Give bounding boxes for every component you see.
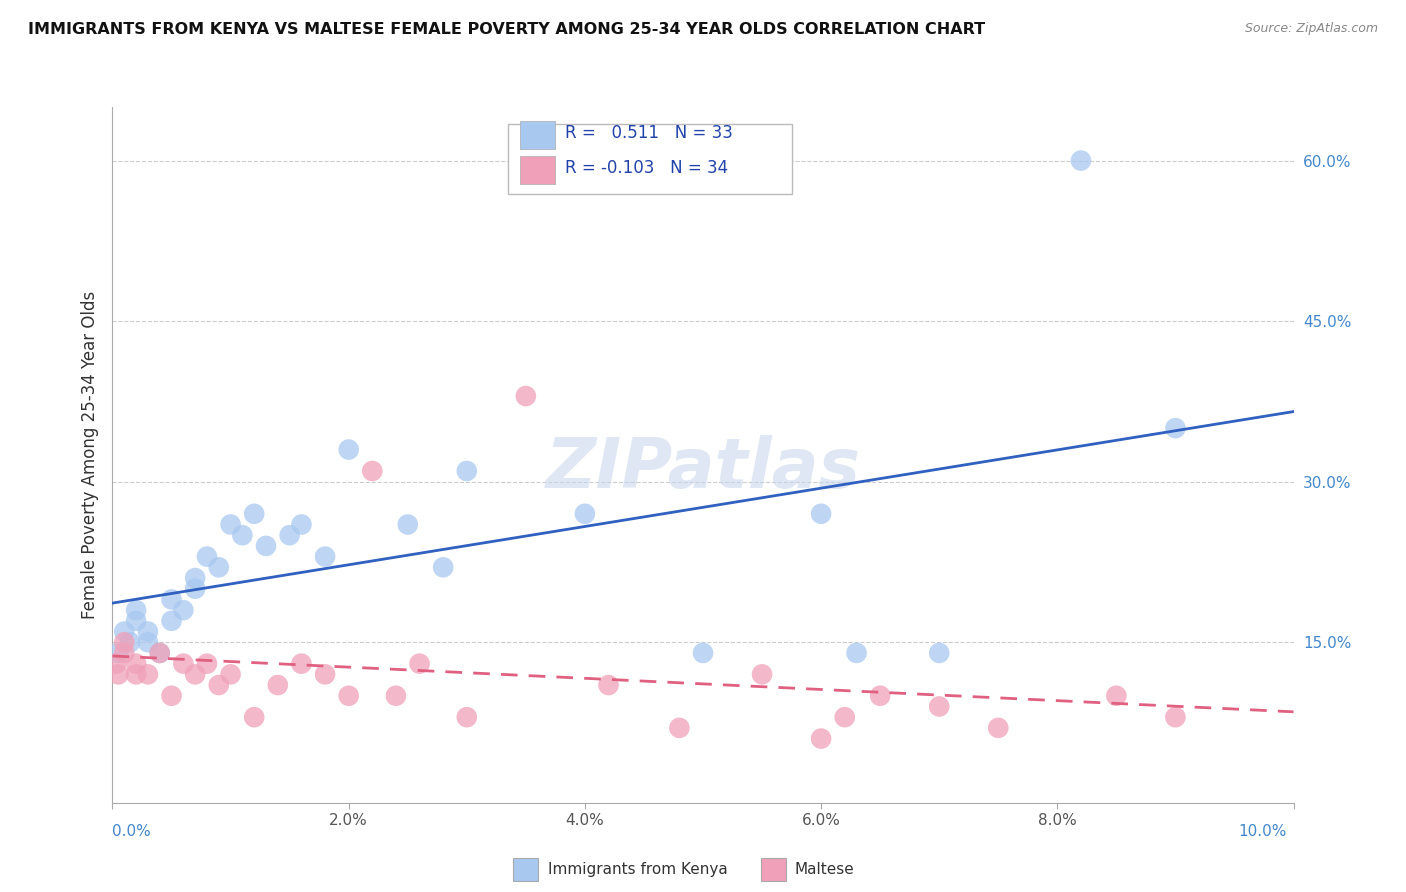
- Point: [668, 721, 690, 735]
- Point: [928, 646, 950, 660]
- Point: [361, 464, 384, 478]
- Point: [172, 657, 194, 671]
- Point: [219, 517, 242, 532]
- Point: [160, 689, 183, 703]
- Point: [515, 389, 537, 403]
- Text: Source: ZipAtlas.com: Source: ZipAtlas.com: [1244, 22, 1378, 36]
- FancyBboxPatch shape: [520, 156, 555, 184]
- Text: 10.0%: 10.0%: [1239, 824, 1286, 838]
- Point: [160, 614, 183, 628]
- Text: Immigrants from Kenya: Immigrants from Kenya: [548, 863, 728, 877]
- Text: R =   0.511   N = 33: R = 0.511 N = 33: [565, 125, 733, 143]
- Text: ZIPatlas: ZIPatlas: [546, 435, 860, 502]
- Text: Maltese: Maltese: [794, 863, 853, 877]
- Point: [1164, 710, 1187, 724]
- Point: [751, 667, 773, 681]
- Text: R = -0.103   N = 34: R = -0.103 N = 34: [565, 160, 728, 178]
- Point: [1105, 689, 1128, 703]
- Point: [149, 646, 172, 660]
- Y-axis label: Female Poverty Among 25-34 Year Olds: Female Poverty Among 25-34 Year Olds: [80, 291, 98, 619]
- Text: 0.0%: 0.0%: [112, 824, 152, 838]
- Point: [136, 624, 159, 639]
- Point: [149, 646, 172, 660]
- Point: [810, 507, 832, 521]
- Point: [136, 635, 159, 649]
- Point: [184, 582, 207, 596]
- Point: [195, 549, 218, 564]
- Point: [456, 464, 478, 478]
- Point: [928, 699, 950, 714]
- Point: [987, 721, 1010, 735]
- Point: [160, 592, 183, 607]
- Point: [267, 678, 290, 692]
- Point: [314, 667, 336, 681]
- Point: [112, 635, 135, 649]
- Point: [125, 614, 148, 628]
- Point: [574, 507, 596, 521]
- Point: [125, 657, 148, 671]
- Point: [432, 560, 454, 574]
- Point: [125, 667, 148, 681]
- Point: [105, 657, 128, 671]
- Point: [290, 517, 312, 532]
- Point: [396, 517, 419, 532]
- Point: [184, 571, 207, 585]
- Point: [136, 667, 159, 681]
- Point: [834, 710, 856, 724]
- FancyBboxPatch shape: [508, 124, 792, 194]
- Point: [456, 710, 478, 724]
- Point: [125, 603, 148, 617]
- Point: [408, 657, 430, 671]
- Point: [337, 442, 360, 457]
- Point: [219, 667, 242, 681]
- Point: [290, 657, 312, 671]
- Point: [314, 549, 336, 564]
- Point: [337, 689, 360, 703]
- Point: [231, 528, 253, 542]
- Point: [208, 678, 231, 692]
- Point: [195, 657, 218, 671]
- Point: [385, 689, 408, 703]
- Point: [112, 624, 135, 639]
- Point: [1164, 421, 1187, 435]
- Point: [869, 689, 891, 703]
- Point: [1070, 153, 1092, 168]
- Point: [598, 678, 620, 692]
- Point: [845, 646, 868, 660]
- Point: [692, 646, 714, 660]
- FancyBboxPatch shape: [520, 121, 555, 149]
- Point: [254, 539, 277, 553]
- Point: [243, 507, 266, 521]
- Point: [112, 646, 135, 660]
- Point: [810, 731, 832, 746]
- Text: IMMIGRANTS FROM KENYA VS MALTESE FEMALE POVERTY AMONG 25-34 YEAR OLDS CORRELATIO: IMMIGRANTS FROM KENYA VS MALTESE FEMALE …: [28, 22, 986, 37]
- Point: [243, 710, 266, 724]
- Point: [107, 667, 129, 681]
- Point: [184, 667, 207, 681]
- Point: [107, 646, 129, 660]
- Point: [208, 560, 231, 574]
- Point: [172, 603, 194, 617]
- Point: [120, 635, 142, 649]
- Point: [278, 528, 301, 542]
